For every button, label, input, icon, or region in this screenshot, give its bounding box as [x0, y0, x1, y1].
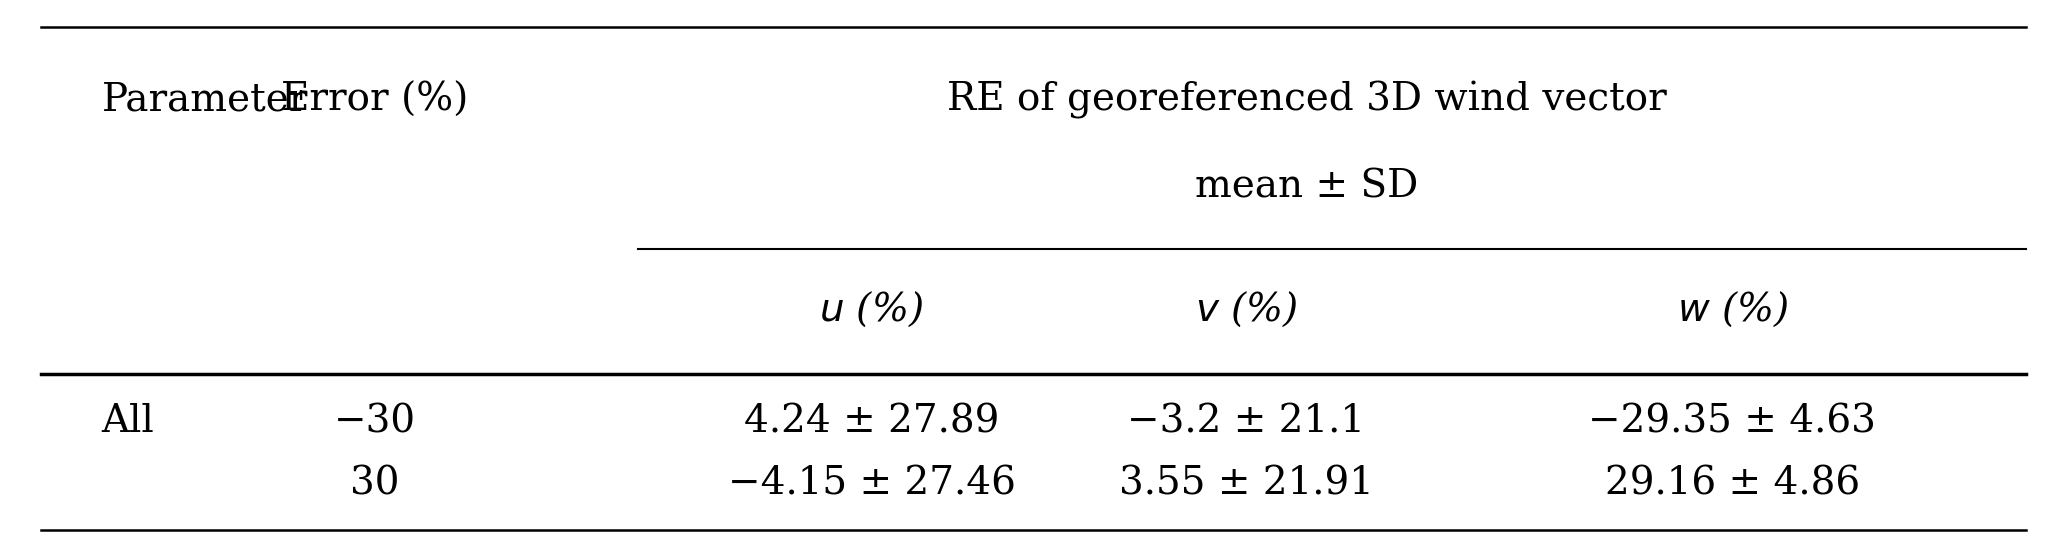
Text: −29.35 ± 4.63: −29.35 ± 4.63	[1587, 404, 1877, 440]
Text: $v$ (%): $v$ (%)	[1195, 290, 1298, 329]
Text: 29.16 ± 4.86: 29.16 ± 4.86	[1604, 466, 1860, 503]
Text: $u$ (%): $u$ (%)	[819, 290, 924, 329]
Text: 3.55 ± 21.91: 3.55 ± 21.91	[1118, 466, 1375, 503]
Text: mean ± SD: mean ± SD	[1195, 168, 1418, 205]
Text: −3.2 ± 21.1: −3.2 ± 21.1	[1127, 404, 1364, 440]
Text: RE of georeferenced 3D wind vector: RE of georeferenced 3D wind vector	[947, 82, 1666, 120]
Text: 4.24 ± 27.89: 4.24 ± 27.89	[744, 404, 998, 440]
Text: Parameter: Parameter	[101, 82, 308, 119]
Text: Error (%): Error (%)	[281, 82, 469, 119]
Text: −4.15 ± 27.46: −4.15 ± 27.46	[728, 466, 1015, 503]
Text: $w$ (%): $w$ (%)	[1676, 290, 1788, 329]
Text: All: All	[101, 404, 155, 440]
Text: 30: 30	[351, 466, 399, 503]
Text: −30: −30	[335, 404, 415, 440]
